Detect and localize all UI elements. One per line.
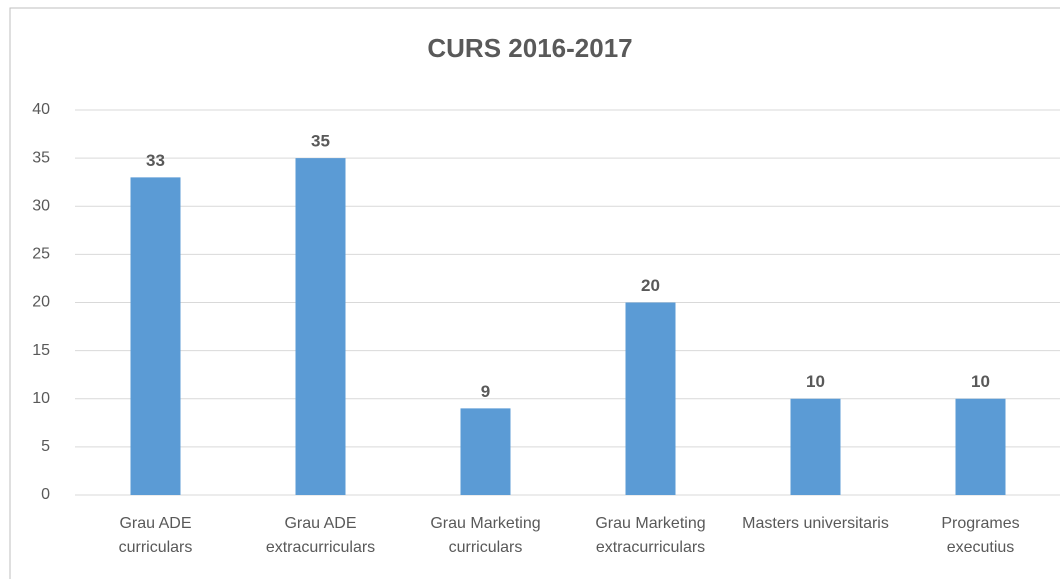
bar [130, 177, 181, 495]
x-tick-label: Programes executius [941, 515, 1020, 556]
data-label: 9 [481, 382, 490, 401]
y-tick-label: 0 [41, 486, 50, 503]
y-tick-label: 40 [32, 101, 50, 118]
y-tick-label: 30 [32, 197, 50, 214]
x-tick-label: Grau Marketing curriculars [430, 515, 541, 556]
bar [295, 158, 346, 495]
chart-border [9, 7, 1060, 579]
data-label: 10 [971, 372, 990, 391]
bar [625, 302, 676, 495]
x-tick-label: Masters universitaris [742, 515, 889, 532]
bar [955, 398, 1006, 495]
bar [460, 408, 511, 495]
x-tick-label: Grau ADE curriculars [118, 515, 193, 556]
y-tick-label: 15 [32, 342, 50, 359]
chart-title: CURS 2016-2017 [427, 33, 632, 63]
y-tick-label: 25 [32, 246, 50, 263]
data-label: 10 [806, 372, 825, 391]
x-tick-label: Grau Marketing extracurriculars [595, 515, 706, 556]
x-tick-label: Grau ADE extracurriculars [265, 515, 376, 556]
data-label: 35 [311, 132, 330, 151]
bar [790, 398, 841, 495]
y-tick-label: 20 [32, 294, 50, 311]
y-tick-label: 10 [32, 390, 50, 407]
data-label: 33 [146, 151, 165, 170]
data-label: 20 [641, 276, 660, 295]
y-tick-label: 35 [32, 149, 50, 166]
y-tick-label: 5 [41, 438, 50, 455]
